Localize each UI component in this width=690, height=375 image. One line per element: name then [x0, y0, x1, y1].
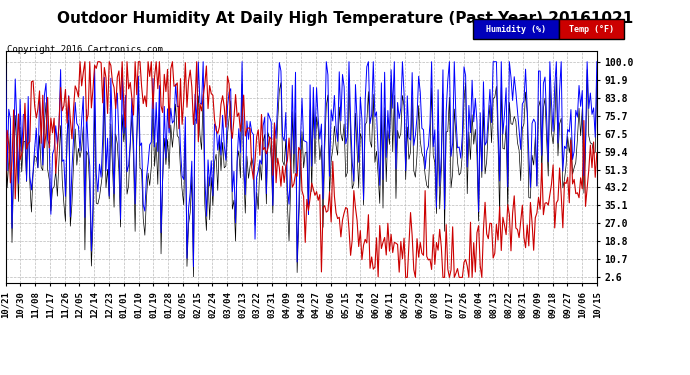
Text: Outdoor Humidity At Daily High Temperature (Past Year) 20161021: Outdoor Humidity At Daily High Temperatu… — [57, 11, 633, 26]
Text: Humidity (%): Humidity (%) — [486, 25, 546, 34]
Text: Copyright 2016 Cartronics.com: Copyright 2016 Cartronics.com — [7, 45, 163, 54]
Text: Temp (°F): Temp (°F) — [569, 25, 614, 34]
